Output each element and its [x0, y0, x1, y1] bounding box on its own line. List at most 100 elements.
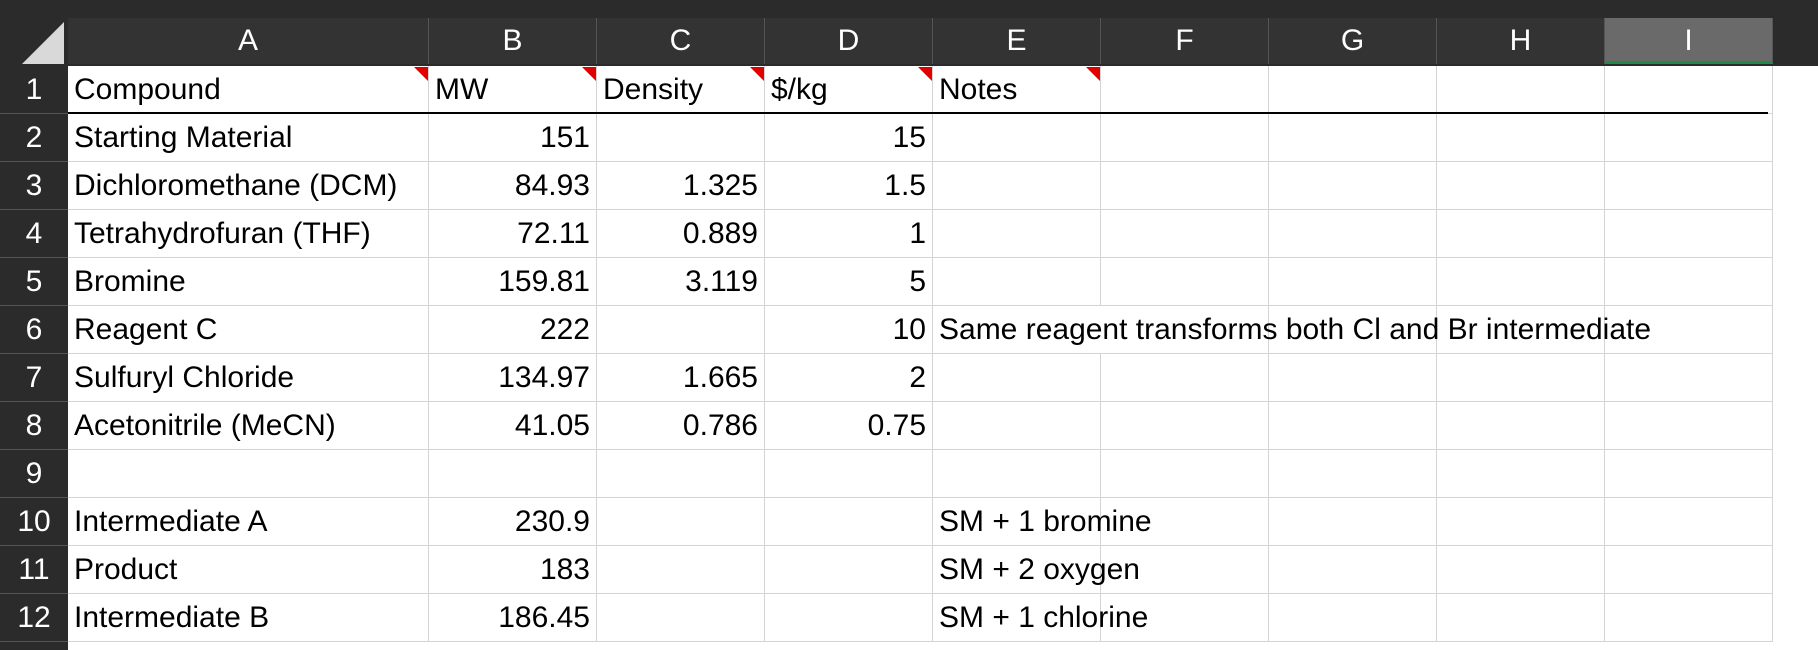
- cell-h4[interactable]: [1437, 210, 1605, 258]
- cell-g6[interactable]: [1269, 306, 1437, 354]
- cell-i12[interactable]: [1605, 594, 1773, 642]
- cell-b8[interactable]: 41.05: [429, 402, 597, 450]
- cell-i8[interactable]: [1605, 402, 1773, 450]
- cell-a6[interactable]: Reagent C: [68, 306, 429, 354]
- cell-c5[interactable]: 3.119: [597, 258, 765, 306]
- cell-a11[interactable]: Product: [68, 546, 429, 594]
- select-all-button[interactable]: [0, 0, 68, 66]
- cell-d3[interactable]: 1.5: [765, 162, 933, 210]
- cell-h8[interactable]: [1437, 402, 1605, 450]
- cell-a8[interactable]: Acetonitrile (MeCN): [68, 402, 429, 450]
- cell-f11[interactable]: [1101, 546, 1269, 594]
- row-header-3[interactable]: 3: [0, 162, 68, 210]
- cell-f9[interactable]: [1101, 450, 1269, 498]
- row-header-12[interactable]: 12: [0, 594, 68, 642]
- column-header-d[interactable]: D: [765, 18, 933, 64]
- cell-g3[interactable]: [1269, 162, 1437, 210]
- cell-c4[interactable]: 0.889: [597, 210, 765, 258]
- cell-c3[interactable]: 1.325: [597, 162, 765, 210]
- cell-f7[interactable]: [1101, 354, 1269, 402]
- cell-d10[interactable]: [765, 498, 933, 546]
- row-header-4[interactable]: 4: [0, 210, 68, 258]
- row-header-7[interactable]: 7: [0, 354, 68, 402]
- cell-e12[interactable]: SM + 1 chlorine: [933, 594, 1148, 642]
- cell-f10[interactable]: [1101, 498, 1269, 546]
- cell-e11[interactable]: SM + 2 oxygen: [933, 546, 1140, 594]
- cell-d4[interactable]: 1: [765, 210, 933, 258]
- cell-g2[interactable]: [1269, 114, 1437, 162]
- cell-c11[interactable]: [597, 546, 765, 594]
- cell-g8[interactable]: [1269, 402, 1437, 450]
- row-header-6[interactable]: 6: [0, 306, 68, 354]
- cell-g4[interactable]: [1269, 210, 1437, 258]
- comment-indicator-icon[interactable]: [750, 67, 764, 81]
- cell-b9[interactable]: [429, 450, 597, 498]
- comment-indicator-icon[interactable]: [414, 67, 428, 81]
- cell-i2[interactable]: [1605, 114, 1773, 162]
- cell-c6[interactable]: [597, 306, 765, 354]
- row-header-11[interactable]: 11: [0, 546, 68, 594]
- cell-f6[interactable]: [1101, 306, 1269, 354]
- cell-c2[interactable]: [597, 114, 765, 162]
- cell-i11[interactable]: [1605, 546, 1773, 594]
- cell-e3[interactable]: [933, 162, 1101, 210]
- cell-i7[interactable]: [1605, 354, 1773, 402]
- cell-a12[interactable]: Intermediate B: [68, 594, 429, 642]
- cell-e10[interactable]: SM + 1 bromine: [933, 498, 1152, 546]
- cell-i10[interactable]: [1605, 498, 1773, 546]
- cell-h12[interactable]: [1437, 594, 1605, 642]
- cell-f5[interactable]: [1101, 258, 1269, 306]
- cell-d1[interactable]: $/kg: [765, 66, 933, 114]
- cell-f8[interactable]: [1101, 402, 1269, 450]
- column-header-f[interactable]: F: [1101, 18, 1269, 64]
- cell-e4[interactable]: [933, 210, 1101, 258]
- column-header-h[interactable]: H: [1437, 18, 1605, 64]
- cell-h6[interactable]: [1437, 306, 1605, 354]
- cell-f3[interactable]: [1101, 162, 1269, 210]
- cell-d5[interactable]: 5: [765, 258, 933, 306]
- cell-a5[interactable]: Bromine: [68, 258, 429, 306]
- column-header-c[interactable]: C: [597, 18, 765, 64]
- cell-g9[interactable]: [1269, 450, 1437, 498]
- cell-h2[interactable]: [1437, 114, 1605, 162]
- cell-b11[interactable]: 183: [429, 546, 597, 594]
- cell-g10[interactable]: [1269, 498, 1437, 546]
- cell-b4[interactable]: 72.11: [429, 210, 597, 258]
- cell-g7[interactable]: [1269, 354, 1437, 402]
- row-header-10[interactable]: 10: [0, 498, 68, 546]
- column-header-g[interactable]: G: [1269, 18, 1437, 64]
- cell-i9[interactable]: [1605, 450, 1773, 498]
- cell-e5[interactable]: [933, 258, 1101, 306]
- cell-g11[interactable]: [1269, 546, 1437, 594]
- cell-f1[interactable]: [1101, 66, 1269, 114]
- cell-a7[interactable]: Sulfuryl Chloride: [68, 354, 429, 402]
- cell-h3[interactable]: [1437, 162, 1605, 210]
- cell-i5[interactable]: [1605, 258, 1773, 306]
- cell-h9[interactable]: [1437, 450, 1605, 498]
- cell-i3[interactable]: [1605, 162, 1773, 210]
- cell-c8[interactable]: 0.786: [597, 402, 765, 450]
- cell-d9[interactable]: [765, 450, 933, 498]
- cell-b6[interactable]: 222: [429, 306, 597, 354]
- cell-a1[interactable]: Compound: [68, 66, 429, 114]
- cell-b10[interactable]: 230.9: [429, 498, 597, 546]
- cell-e6[interactable]: Same reagent transforms both Cl and Br i…: [933, 306, 1651, 354]
- column-header-a[interactable]: A: [68, 18, 429, 64]
- cell-c1[interactable]: Density: [597, 66, 765, 114]
- comment-indicator-icon[interactable]: [582, 67, 596, 81]
- cell-h1[interactable]: [1437, 66, 1605, 114]
- cell-b3[interactable]: 84.93: [429, 162, 597, 210]
- cell-i6[interactable]: [1605, 306, 1773, 354]
- cell-g12[interactable]: [1269, 594, 1437, 642]
- cell-h10[interactable]: [1437, 498, 1605, 546]
- cell-e2[interactable]: [933, 114, 1101, 162]
- cell-b1[interactable]: MW: [429, 66, 597, 114]
- cell-c9[interactable]: [597, 450, 765, 498]
- row-header-8[interactable]: 8: [0, 402, 68, 450]
- comment-indicator-icon[interactable]: [1086, 67, 1100, 81]
- cell-e9[interactable]: [933, 450, 1101, 498]
- cell-a10[interactable]: Intermediate A: [68, 498, 429, 546]
- cell-c7[interactable]: 1.665: [597, 354, 765, 402]
- cell-a2[interactable]: Starting Material: [68, 114, 429, 162]
- cell-d6[interactable]: 10: [765, 306, 933, 354]
